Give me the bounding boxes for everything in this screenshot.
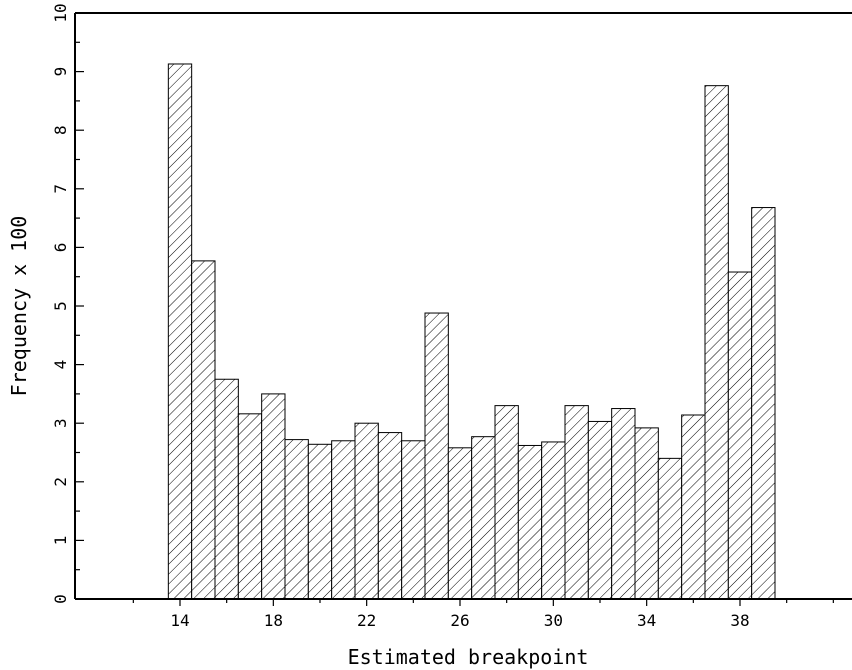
bar-39: [751, 207, 776, 600]
bar-23: [377, 432, 403, 600]
y-tick-label-10: 10: [51, 3, 70, 22]
y-tick-label-8: 8: [51, 125, 70, 135]
bar-21: [331, 440, 356, 600]
bar-35: [657, 457, 683, 600]
y-axis-title: Frequency x 100: [7, 216, 31, 397]
bar-32: [587, 420, 613, 600]
y-tick-label-7: 7: [51, 184, 70, 194]
bar-30: [541, 441, 566, 600]
bar-18: [261, 393, 286, 600]
y-tick-label-3: 3: [51, 418, 70, 428]
bar-25: [424, 312, 449, 600]
y-tick-label-5: 5: [51, 301, 70, 311]
bar-37: [704, 85, 729, 600]
bar-14: [167, 63, 193, 600]
bar-22: [354, 422, 379, 600]
bar-26: [447, 447, 473, 600]
y-tick-label-4: 4: [51, 360, 70, 370]
bar-31: [564, 405, 589, 600]
bar-19: [284, 439, 309, 600]
bar-38: [727, 271, 753, 600]
bars-group: [167, 63, 776, 600]
y-axis: 0 1 2 3 4 5 6 7 8 9 10: [51, 3, 84, 604]
bar-24: [401, 440, 426, 600]
x-tick-label-22: 22: [357, 611, 376, 630]
bar-20: [307, 443, 333, 600]
bar-15: [191, 260, 216, 600]
y-tick-label-9: 9: [51, 67, 70, 77]
bar-36: [681, 414, 706, 600]
x-tick-label-26: 26: [450, 611, 469, 630]
y-tick-label-2: 2: [51, 477, 70, 487]
x-axis: 14 18 22 26 30 34 38: [132, 599, 834, 630]
bar-34: [634, 427, 659, 600]
x-tick-label-30: 30: [544, 611, 563, 630]
y-tick-label-6: 6: [51, 243, 70, 253]
bar-27: [471, 436, 496, 600]
x-axis-title: Estimated breakpoint: [348, 645, 589, 669]
x-tick-label-38: 38: [730, 611, 749, 630]
bar-16: [214, 378, 239, 600]
bar-17: [237, 413, 263, 600]
y-tick-label-1: 1: [51, 536, 70, 546]
x-tick-label-34: 34: [637, 611, 656, 630]
x-tick-label-18: 18: [264, 611, 283, 630]
bar-28: [494, 405, 519, 600]
x-tick-label-14: 14: [170, 611, 189, 630]
bar-33: [611, 408, 636, 600]
y-tick-label-0: 0: [51, 594, 70, 604]
bar-29: [517, 444, 543, 600]
